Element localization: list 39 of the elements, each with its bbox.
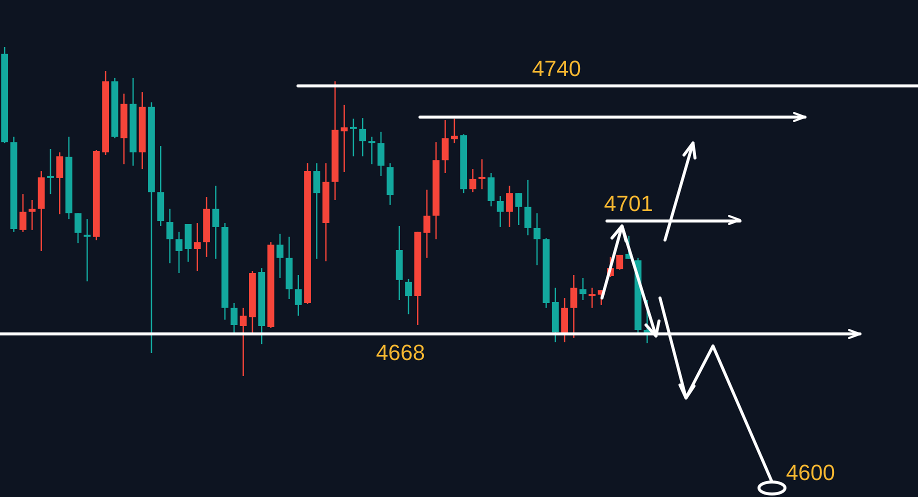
candlestick (524, 179, 532, 236)
annotation: 4701 (604, 191, 653, 217)
candlestick (450, 118, 458, 144)
annotation: 4668 (376, 340, 425, 366)
candlestick (423, 189, 430, 259)
candlestick (478, 158, 486, 190)
candlestick (56, 152, 64, 215)
candlestick (570, 274, 578, 338)
candlestick (20, 193, 26, 233)
candlestick (74, 212, 82, 244)
candlestick (506, 185, 513, 228)
candlestick (405, 278, 412, 315)
candlestick (515, 192, 522, 226)
candlestick (166, 208, 174, 264)
candlestick (240, 307, 247, 377)
candlestick (176, 231, 182, 274)
candlestick (212, 185, 220, 260)
candlestick (28, 199, 36, 231)
candlestick (588, 287, 596, 309)
candlestick (276, 233, 284, 279)
candlestick (442, 119, 449, 174)
candlestick (47, 148, 54, 195)
annotation: 4740 (532, 56, 581, 82)
candlestick (350, 118, 357, 157)
candlestick (534, 212, 540, 266)
candlestick (230, 302, 238, 334)
candlestick (469, 168, 476, 193)
candlestick (496, 195, 504, 228)
text: 4600 (786, 460, 835, 486)
candlestick (313, 162, 320, 260)
candlestick (488, 172, 495, 207)
candlestick (294, 274, 302, 316)
candlestick (616, 254, 624, 270)
candlestick (359, 117, 366, 157)
candlestick (194, 222, 201, 272)
candlestick (378, 131, 384, 177)
candlestick (84, 218, 91, 282)
candlestick (368, 136, 376, 165)
candlestick (579, 277, 586, 301)
